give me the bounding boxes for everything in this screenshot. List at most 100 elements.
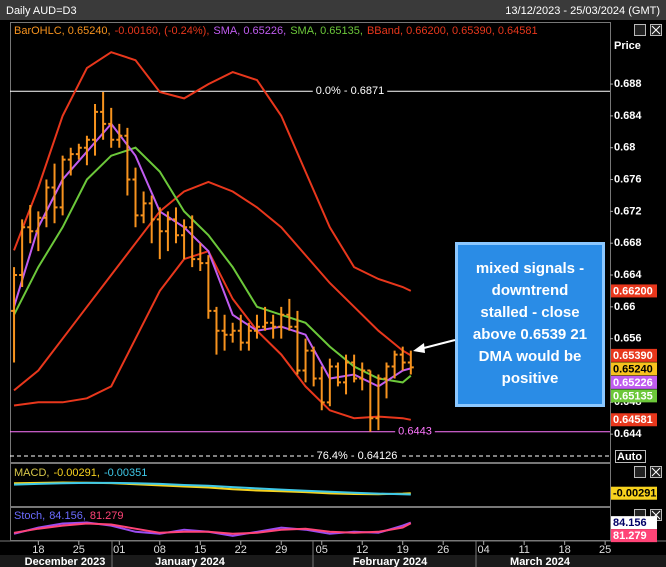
ohlc-bar [189,215,196,268]
ohlc-bar [326,358,333,407]
ohlc-bar [67,147,74,176]
legend-entry: SMA, 0.65226, [213,25,286,37]
indicator-line [13,481,411,496]
ohlc-bar [132,167,139,228]
month-label: December 2023 [25,556,106,567]
date-range: 13/12/2023 - 25/03/2024 (GMT) [505,5,660,17]
ohlc-bar [343,354,350,395]
legend-entry: 84.156, [49,510,86,522]
ohlc-bar [351,354,358,383]
auto-label: Auto [617,451,642,463]
y-tick-label: 0.656 [614,333,642,345]
price-tag-label: 0.65240 [613,363,653,375]
annotation-text: mixed signals - [476,260,584,277]
legend-entry: MACD, [14,467,49,479]
y-tick-label: 0.668 [614,237,642,249]
x-tick-label: 15 [194,544,206,556]
y-tick-label: 0.688 [614,78,642,90]
legend-entry: -0.00291, [53,467,99,479]
ohlc-bar [83,135,90,166]
auto-button[interactable] [615,450,646,463]
legend-entry: 81.279 [90,510,124,522]
month-label: March 2024 [510,556,571,567]
ohlc-bar [359,362,366,391]
month-band [0,555,666,567]
price-tag-label: 0.65390 [613,350,653,362]
ohlc-bar [43,179,50,228]
ohlc-bar [100,92,107,140]
price-tag-label: 0.64581 [613,414,653,426]
annotation-text: DMA would be [479,348,582,365]
x-tick-label: 25 [73,544,85,556]
ohlc-bar [286,298,293,331]
button[interactable] [634,466,646,478]
legend-entry: BarOHLC, 0.65240, [14,25,111,37]
main-panel [10,22,611,463]
y-tick-label: 0.66 [614,301,635,313]
arrow-head [413,343,425,353]
ohlc-bar [19,219,26,287]
x-tick-label: 04 [478,544,490,556]
annotation-arrow [419,339,456,350]
legend-entry: BBand, 0.66200, 0.65390, 0.64581 [367,25,538,37]
x-tick-label: 22 [235,544,247,556]
y-tick-label: 0.684 [614,110,642,122]
ohlc-bar [262,306,269,331]
month-label: February 2024 [353,556,428,567]
marks: 0.688 0.684 0.68 0.676 0.672 0.668 0.664 0.66 0.… [10,25,657,567]
ohlc-bar [108,107,115,148]
ohlc-bar [383,362,390,399]
legend: BarOHLC, 0.65240, -0.00160, (-0.24%), SMA,… [14,25,538,37]
ohlc-bar [221,314,228,351]
annotation-text: positive [502,370,559,387]
panel-buttons [634,24,662,521]
month-label: January 2024 [155,556,226,567]
ohlc-bar [172,207,179,244]
ohlc-bar [399,346,406,371]
x-tick-label: 19 [397,544,409,556]
x-tick-label: 01 [113,544,125,556]
level-label-bg [312,85,388,98]
ohlc-bar [334,362,341,387]
ohlc-bar [205,255,212,319]
ohlc-bar [164,211,171,252]
price-tag-label: 0.66200 [613,285,653,297]
ohlc-bar [245,322,252,351]
ohlc-bar [310,346,317,387]
ohlc-bar [35,211,42,252]
macd-panel [10,463,611,507]
button[interactable] [634,24,646,36]
legend-entry: Stoch, [14,510,45,522]
price-tag [611,413,657,427]
x-tick-label: 11 [518,544,529,556]
close-icon [651,25,661,35]
level-label: 76.4% - 0.64126 [317,450,398,462]
price-tag [611,389,657,403]
y-tick-label: 0.664 [614,269,642,281]
ohlc-bar [140,191,147,224]
annotation-text: downtrend [492,282,569,299]
legend-entry: -0.00160, (-0.24%), [115,25,210,37]
price-tag-label: 0.65226 [613,377,653,389]
ohlc-bar [181,219,188,260]
price-tag [611,284,657,298]
ohlc-bar [375,374,382,431]
x-tick-label: 29 [275,544,287,556]
x-tick-label: 18 [32,544,44,556]
price-tag [611,362,657,376]
ohlc-bar [318,366,325,411]
title-bar [0,0,666,20]
price-tag-label: -0.00291 [613,488,656,500]
ohlc-bar [391,350,398,379]
annotation-text: stalled - close [480,304,579,321]
x-tick-label: 12 [356,544,368,556]
ohlc-bar [59,155,66,216]
indicator-line [13,522,412,535]
annotation-box [455,242,605,407]
y-tick-label: 0.676 [614,173,642,185]
chart-title: Daily AUD=D3 [6,5,77,17]
ohlc-bar [294,310,301,375]
x-tick-label: 08 [154,544,166,556]
